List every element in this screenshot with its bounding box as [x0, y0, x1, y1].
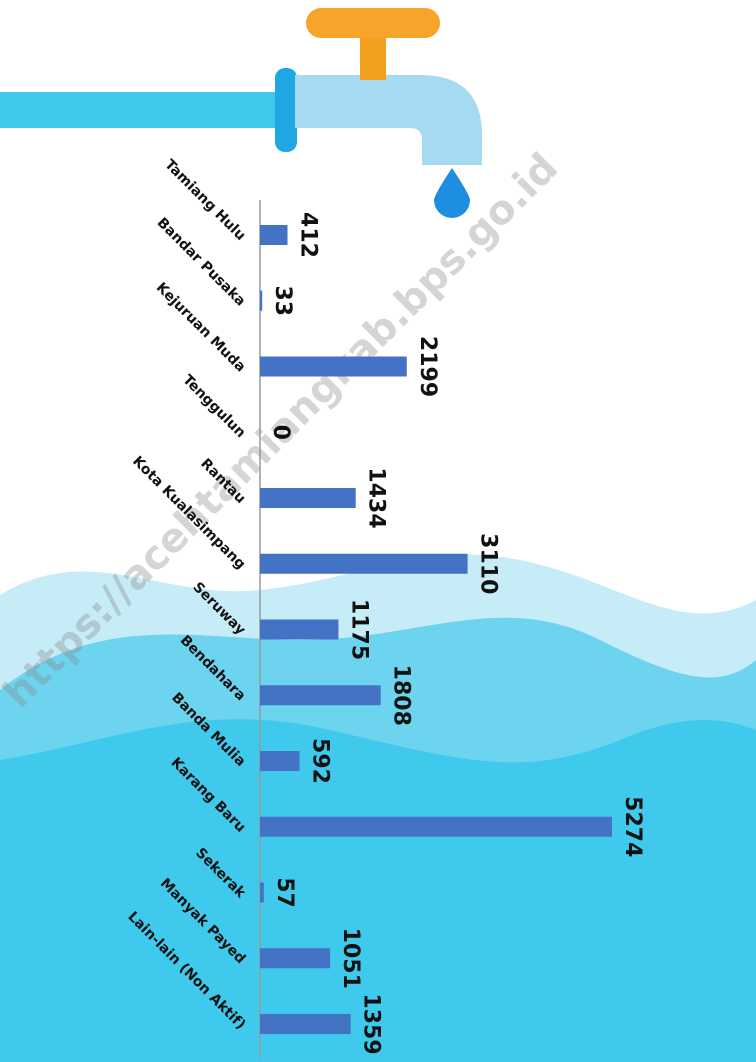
- bar: [260, 1014, 351, 1034]
- handle: [306, 8, 440, 38]
- bar: [260, 225, 288, 245]
- water-drop: [434, 168, 470, 218]
- faucet-body: [295, 75, 482, 165]
- value-label: 592: [308, 738, 333, 784]
- pipe: [0, 92, 285, 128]
- value-label: 412: [295, 212, 320, 258]
- value-label: 1175: [346, 599, 371, 660]
- category-label: Tenggulun: [179, 372, 248, 441]
- wave-deep: [0, 719, 756, 1062]
- value-label: 33: [270, 285, 295, 316]
- pipe-joint: [275, 68, 297, 152]
- handle-stem: [360, 35, 386, 80]
- bar: [260, 816, 612, 837]
- value-label: 1051: [338, 928, 363, 989]
- value-label: 0: [268, 425, 293, 440]
- bar: [260, 751, 300, 771]
- bar: [260, 948, 331, 969]
- value-label: 3110: [476, 533, 501, 594]
- bar: [260, 882, 264, 903]
- bar: [260, 553, 468, 574]
- bar: [260, 488, 356, 508]
- value-label: 1359: [359, 993, 384, 1054]
- bar: [260, 356, 407, 377]
- value-label: 2199: [415, 336, 440, 397]
- value-label: 57: [272, 877, 297, 908]
- value-label: 1434: [364, 467, 389, 528]
- faucet: [0, 8, 482, 218]
- background: [0, 554, 756, 1062]
- value-label: 1808: [389, 665, 414, 726]
- bar: [260, 619, 339, 640]
- value-label: 5274: [620, 796, 645, 857]
- bar: [260, 685, 381, 706]
- bar: [260, 290, 263, 311]
